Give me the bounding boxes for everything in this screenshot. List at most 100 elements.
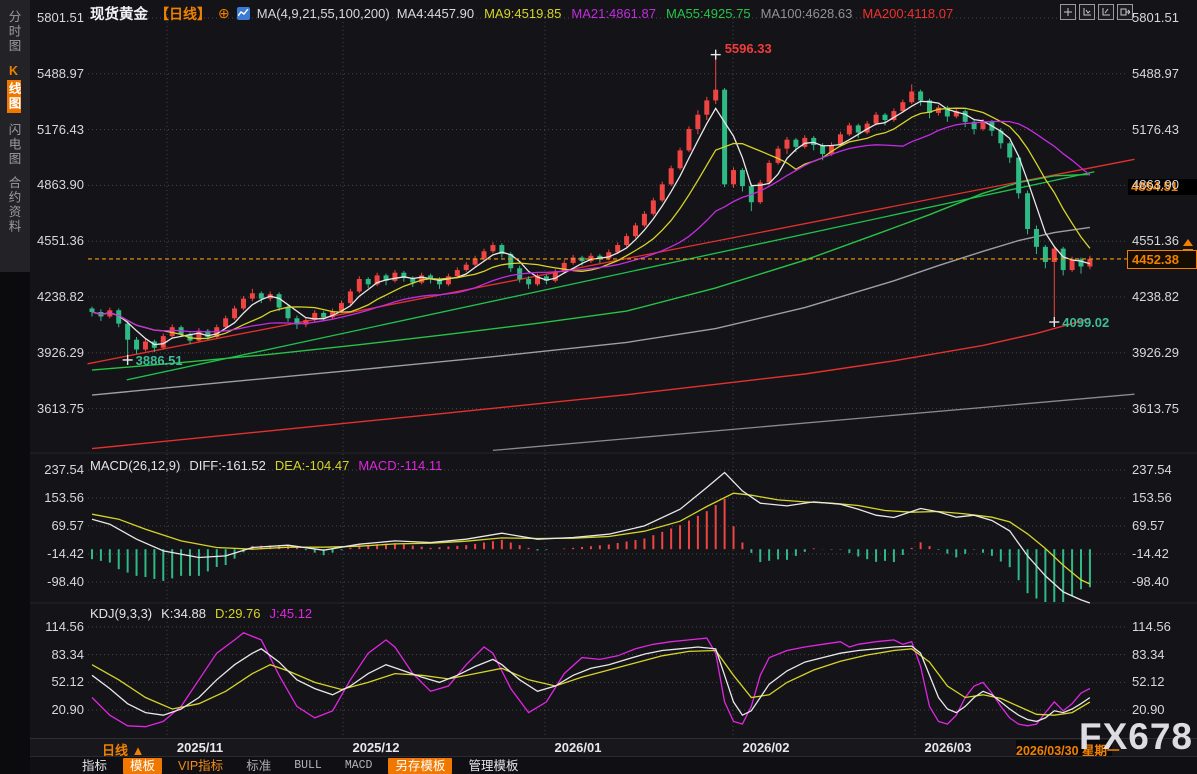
sidebar-item-tab[interactable]: 闪电图 — [6, 122, 21, 167]
period-selector[interactable]: 日线 ▲ — [102, 743, 145, 758]
candle — [677, 147, 683, 171]
month-label: 2025/11 — [176, 740, 224, 755]
kdj-axis-tick: 114.56 — [1132, 619, 1171, 634]
candle — [811, 136, 817, 151]
macd-axis-tick: -98.40 — [47, 574, 84, 589]
candle — [802, 135, 808, 149]
indicator-value: KDJ(9,3,3) — [90, 606, 153, 621]
macd-axis-tick: -98.40 — [1132, 574, 1169, 589]
toolbar-button[interactable]: BULL — [294, 758, 322, 772]
kdj-axis-tick: 83.34 — [51, 646, 84, 662]
candle — [276, 292, 282, 312]
toolbar-button[interactable]: MACD — [344, 758, 373, 772]
candle — [454, 267, 460, 279]
indicator-value: J:45.12 — [269, 606, 313, 621]
ma-legend-item: MA100:4628.63 — [760, 6, 853, 21]
candle — [1060, 246, 1066, 276]
period-tag[interactable]: 【日线】 — [155, 5, 211, 22]
candle — [722, 87, 728, 188]
date-axis: 日线 ▲ 2026/03/30 星期一 2025/11 2025/12 2026/0… — [30, 738, 1197, 759]
sidebar-item-tab[interactable]: 分时图 — [6, 10, 21, 54]
candle — [347, 288, 353, 305]
price-arrow-marker — [1183, 239, 1193, 251]
candle — [704, 96, 710, 121]
toolbar-button[interactable]: 模板 — [123, 757, 163, 774]
ma-computed-layer — [91, 100, 1091, 346]
month-label: 2026/01 — [554, 740, 602, 755]
indicator-value: MACD:-114.11 — [358, 458, 443, 473]
kdj-axis-tick: 52.12 — [1132, 674, 1165, 690]
price-axis-tick: 5801.51 — [1132, 10, 1179, 25]
kdj-axis-tick: 52.12 — [51, 674, 84, 690]
candle — [633, 222, 639, 238]
indicator-value: MACD(26,12,9) — [90, 458, 181, 473]
trendlines-layer — [87, 158, 1135, 452]
toolbar-button[interactable]: 标准 — [246, 758, 272, 773]
price-axis-tick: 3613.75 — [37, 400, 84, 416]
candle — [891, 108, 897, 122]
candle — [864, 120, 870, 135]
kdj-layer — [91, 632, 1091, 728]
price-axis-tick: 4238.82 — [1132, 289, 1179, 305]
macd-axis-tick: 153.56 — [1132, 489, 1172, 505]
last-date-label: 2026/03/30 星期一 — [1016, 740, 1120, 759]
candle — [731, 167, 737, 188]
scale-left-icon[interactable] — [1079, 4, 1095, 20]
kdj-axis-tick: 20.90 — [1132, 701, 1165, 717]
candle — [526, 276, 532, 289]
watermark: FX678 — [1078, 716, 1193, 757]
candle — [365, 277, 371, 288]
grid-layer — [30, 10, 1197, 737]
macd-axis-tick: -14.42 — [1132, 546, 1169, 561]
macd-header: MACD(26,12,9) DIFF:-161.52 DEA:-104.47 MACD… — [90, 458, 442, 473]
exit-icon[interactable] — [1117, 4, 1133, 20]
chart-type-icon[interactable] — [236, 7, 250, 20]
candle — [588, 253, 594, 263]
candle — [321, 311, 327, 321]
toolbar-button[interactable]: 指标 — [82, 758, 108, 773]
candle — [169, 324, 175, 338]
candle — [223, 315, 229, 329]
sidebar-item-active[interactable]: K线图 — [6, 63, 21, 113]
candle — [312, 310, 318, 322]
candle — [873, 112, 879, 126]
candle — [1087, 255, 1093, 270]
price-axis-tick: 4551.36 — [1132, 233, 1179, 249]
candle — [570, 254, 576, 265]
candle — [330, 308, 336, 320]
candle — [240, 295, 246, 311]
ma-settings-label: MA(4,9,21,55,100,200) — [256, 6, 390, 21]
ma-legend-item: MA4:4457.90 — [396, 6, 475, 21]
price-axis-tick: 5801.51 — [37, 10, 84, 25]
ma-legend-item: MA9:4519.85 — [484, 6, 562, 21]
candle — [142, 338, 148, 352]
candle — [757, 179, 763, 204]
current-price-label: 4452.38 — [1127, 249, 1197, 269]
candle — [392, 270, 398, 283]
month-label: 2025/12 — [352, 740, 400, 755]
candle — [695, 110, 701, 135]
toolbar-button[interactable]: 管理模板 — [468, 758, 519, 773]
kdj-axis-tick: 20.90 — [51, 701, 84, 717]
candle — [98, 309, 104, 321]
candle — [659, 181, 665, 203]
scale-right-icon[interactable] — [1098, 4, 1114, 20]
candle — [535, 273, 540, 287]
crosshair-icon[interactable] — [1060, 4, 1076, 20]
price-axis-tick: 3613.75 — [1132, 400, 1179, 416]
indicator-value: DEA:-104.47 — [274, 458, 350, 473]
toolbar-button[interactable]: VIP指标 — [178, 758, 224, 773]
candle — [766, 160, 772, 185]
sidebar-item-tab[interactable]: 合约资料 — [6, 176, 21, 234]
candle — [303, 317, 309, 328]
bottom-toolbar: 指标 模板 VIP指标 标准 BULL MACD 另存模板 管理模板 — [30, 756, 1197, 774]
symbol-title: 现货黄金 — [90, 7, 148, 23]
candle — [232, 305, 238, 321]
add-indicator-icon[interactable]: ⊕ — [218, 5, 230, 21]
toolbar-button[interactable]: 另存模板 — [388, 757, 453, 774]
ma-legend-item: MA200:4118.07 — [862, 6, 954, 21]
candle — [116, 308, 122, 328]
candle — [1033, 225, 1039, 254]
candle — [419, 272, 425, 285]
